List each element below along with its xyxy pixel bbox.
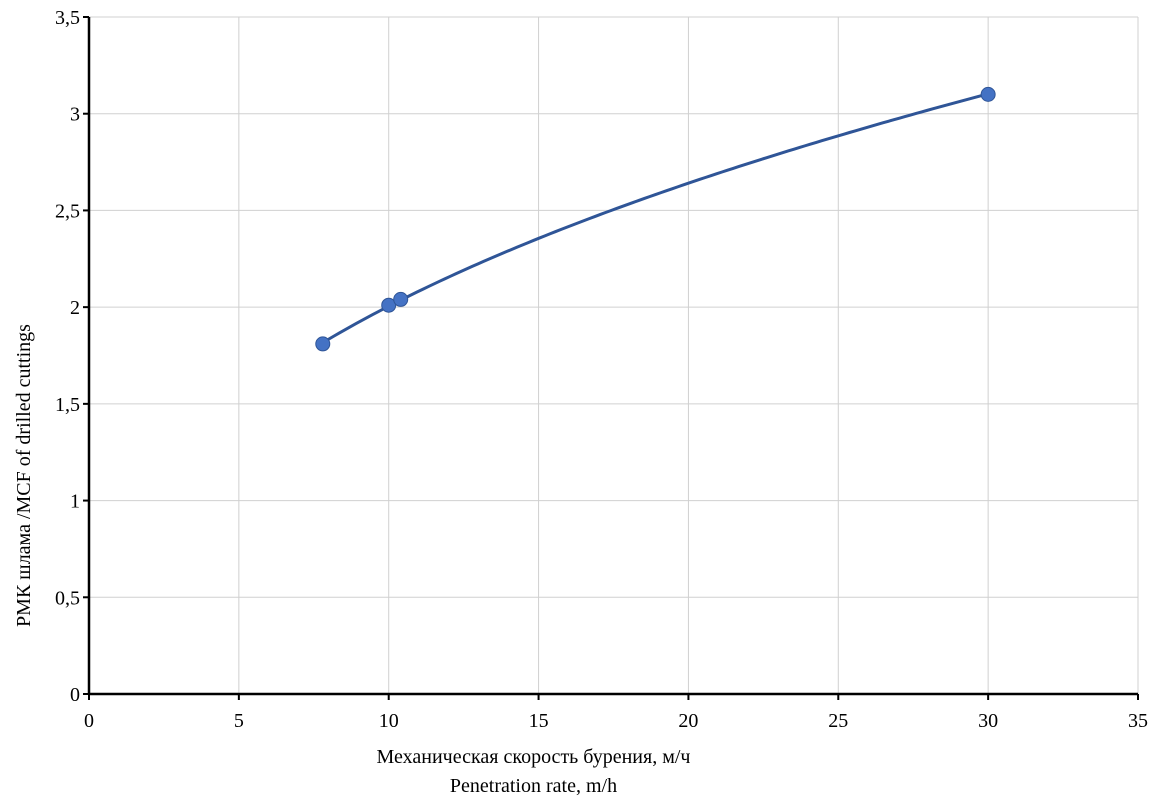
y-tick-label: 1,5 bbox=[55, 394, 80, 416]
y-tick-label: 2 bbox=[70, 297, 80, 319]
x-tick-label: 10 bbox=[379, 710, 399, 732]
x-tick-label: 30 bbox=[978, 710, 998, 732]
trend-line bbox=[322, 92, 989, 344]
x-tick-label: 25 bbox=[828, 710, 848, 732]
y-tick-label: 2,5 bbox=[55, 200, 80, 222]
tick-labels: 0 5 10 15 20 25 30 35 0 0,5 1 1,5 2 2,5 3 3,5 bbox=[55, 7, 1148, 732]
y-tick-label: 1 bbox=[70, 491, 80, 513]
axes bbox=[83, 16, 1139, 700]
x-tick-label: 20 bbox=[678, 710, 698, 732]
x-axis-title-line-2: Penetration rate, m/h bbox=[450, 775, 617, 797]
x-tick-label: 35 bbox=[1128, 710, 1148, 732]
y-tick-label: 0 bbox=[70, 684, 80, 706]
data-point bbox=[980, 86, 996, 102]
axis-titles: Механическая скорость бурения, м/ч Penet… bbox=[13, 324, 690, 797]
x-tick-label: 15 bbox=[529, 710, 549, 732]
data-point bbox=[315, 336, 331, 352]
data-point bbox=[381, 297, 397, 313]
x-tick-label: 0 bbox=[84, 710, 94, 732]
data-point bbox=[393, 291, 409, 307]
y-axis-title: РМК шлама /MCF of drilled cuttings bbox=[13, 324, 35, 627]
x-axis-title-line-1: Механическая скорость бурения, м/ч bbox=[377, 746, 691, 768]
x-tick-label: 5 bbox=[234, 710, 244, 732]
y-tick-label: 3,5 bbox=[55, 7, 80, 29]
y-tick-label: 0,5 bbox=[55, 587, 80, 609]
series bbox=[315, 86, 996, 352]
grid-lines bbox=[89, 16, 1139, 694]
y-tick-label: 3 bbox=[70, 104, 80, 126]
